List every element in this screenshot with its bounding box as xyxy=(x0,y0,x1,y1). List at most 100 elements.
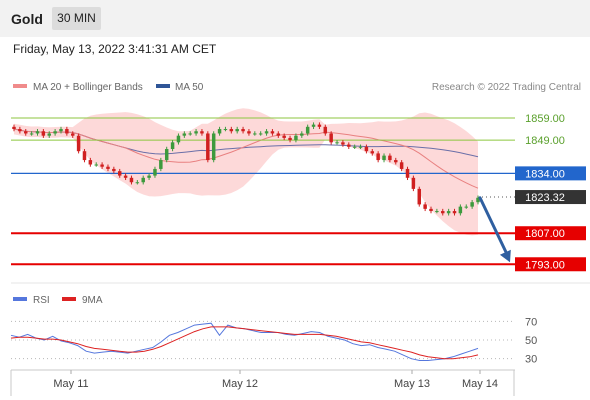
candle-63 xyxy=(382,153,386,163)
candle-5 xyxy=(41,129,46,138)
candle-28 xyxy=(176,133,181,145)
level-label-5: 1793.00 xyxy=(525,259,565,271)
legend-rsi-label: RSI xyxy=(33,295,50,306)
candle-17 xyxy=(112,166,116,174)
candle-48 xyxy=(294,133,298,143)
candle-77 xyxy=(464,204,468,209)
arrow-head xyxy=(499,249,511,263)
candle-74 xyxy=(446,208,451,216)
candle-58 xyxy=(352,144,357,149)
rsi-9ma-line xyxy=(10,326,479,360)
candlesticks xyxy=(12,122,480,216)
candle-8 xyxy=(59,126,63,134)
candle-64 xyxy=(388,153,392,163)
candle-41 xyxy=(253,131,257,136)
candle-60 xyxy=(364,144,369,154)
timeframe-button[interactable]: 30 MIN xyxy=(52,7,101,30)
rsi-grid: 70 50 30 xyxy=(11,316,537,366)
legend-ma50-label: MA 50 xyxy=(175,82,204,93)
candle-49 xyxy=(300,131,304,138)
candle-32 xyxy=(200,129,204,136)
candle-57 xyxy=(347,142,351,149)
candle-13 xyxy=(88,157,93,167)
candle-78 xyxy=(470,199,474,209)
forecast-arrow xyxy=(478,196,511,263)
arrow-shaft xyxy=(478,196,509,256)
candle-68 xyxy=(411,175,416,192)
rsi-tick-1: 50 xyxy=(525,335,537,347)
candle-67 xyxy=(405,166,410,181)
level-label-2: 1834.00 xyxy=(525,168,565,180)
candle-79 xyxy=(476,195,480,205)
candle-76 xyxy=(458,204,463,216)
candle-19 xyxy=(123,173,128,181)
candle-56 xyxy=(341,140,345,147)
candle-33 xyxy=(206,131,210,163)
level-tag-4 xyxy=(515,226,586,241)
candle-7 xyxy=(53,129,57,136)
candle-54 xyxy=(329,131,333,145)
candle-2 xyxy=(24,129,28,136)
candle-36 xyxy=(223,126,228,132)
price-levels xyxy=(11,117,515,266)
candle-61 xyxy=(370,148,375,156)
legend-9ma-swatch xyxy=(62,297,76,301)
candle-72 xyxy=(435,208,439,214)
candle-0 xyxy=(12,124,16,132)
candle-47 xyxy=(288,135,292,143)
candle-16 xyxy=(106,164,110,172)
candle-29 xyxy=(182,131,187,138)
legend-ma20-swatch xyxy=(13,84,27,88)
candle-70 xyxy=(423,202,427,212)
candle-24 xyxy=(153,166,157,178)
rsi-lines xyxy=(10,322,479,361)
level-tag-3 xyxy=(515,190,586,205)
candle-23 xyxy=(147,173,151,181)
level-label-1: 1849.00 xyxy=(525,135,565,147)
level-label-3: 1823.32 xyxy=(525,192,565,204)
candle-4 xyxy=(35,129,40,136)
header-bar: Gold 30 MIN xyxy=(0,0,590,37)
candle-53 xyxy=(323,124,328,136)
candle-43 xyxy=(264,129,269,136)
candle-50 xyxy=(305,124,310,136)
candle-15 xyxy=(100,162,104,169)
candle-42 xyxy=(258,131,263,136)
candle-46 xyxy=(282,133,286,141)
candle-40 xyxy=(247,129,251,136)
candle-66 xyxy=(399,160,404,172)
rsi-tick-2: 30 xyxy=(525,354,537,366)
candle-31 xyxy=(194,129,198,136)
candle-25 xyxy=(159,157,163,172)
candle-22 xyxy=(141,175,145,185)
legend-ma20-label: MA 20 + Bollinger Bands xyxy=(33,82,143,93)
candle-30 xyxy=(188,131,192,136)
candle-69 xyxy=(417,186,422,207)
legend-ma50-swatch xyxy=(156,84,170,88)
candle-9 xyxy=(65,126,69,136)
candle-44 xyxy=(270,129,275,136)
candle-39 xyxy=(241,126,245,134)
candle-73 xyxy=(441,208,445,216)
x-tick-label-3: May 14 xyxy=(462,378,498,390)
x-tick-label-0: May 11 xyxy=(53,378,88,390)
ma20-line xyxy=(13,128,479,189)
candle-55 xyxy=(335,140,339,145)
x-tick-label-1: May 12 xyxy=(222,378,258,390)
datetime-label: Friday, May 13, 2022 3:41:31 AM CET xyxy=(13,42,217,56)
level-tags: 1859.00 1849.00 1834.00 1823.32 1807.00 1793.… xyxy=(515,113,586,272)
candle-27 xyxy=(170,140,175,152)
level-label-0: 1859.00 xyxy=(525,113,565,125)
candle-1 xyxy=(18,126,22,134)
candle-45 xyxy=(276,131,281,138)
legend-9ma-label: 9MA xyxy=(82,295,103,306)
copyright-label: Research © 2022 Trading Central xyxy=(432,82,581,93)
candle-18 xyxy=(117,168,122,178)
candle-20 xyxy=(129,175,134,185)
candle-14 xyxy=(94,162,98,167)
candle-12 xyxy=(82,148,87,163)
candle-35 xyxy=(217,126,222,136)
candle-38 xyxy=(235,126,239,134)
x-axis-ticks: May 11 May 12 May 13 May 14 xyxy=(53,370,498,390)
